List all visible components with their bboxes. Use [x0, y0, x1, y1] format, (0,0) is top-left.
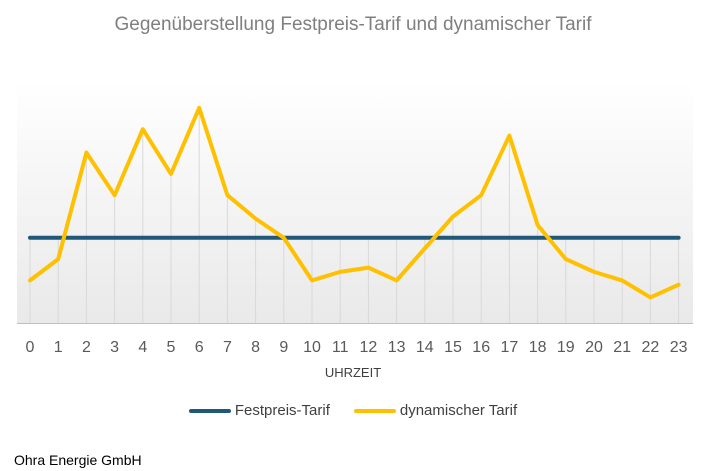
x-tick-label: 16 [472, 339, 490, 356]
series-lines [28, 105, 681, 300]
x-tick-labels: 0 1 2 3 4 5 6 7 8 9 10 11 12 13 14 15 16 17 18 19 20 21 22 23 [26, 339, 688, 356]
x-tick-label: 1 [54, 339, 63, 356]
x-tick-label: 0 [26, 339, 35, 356]
legend-label-festpreis: Festpreis-Tarif [234, 402, 330, 419]
x-axis-label: UHRZEIT [325, 365, 381, 380]
x-tick-label: 14 [416, 339, 434, 356]
x-tick-label: 23 [670, 339, 688, 356]
series-line-dynamisch [28, 105, 681, 300]
x-tick-label: 5 [167, 339, 176, 356]
x-tick-label: 6 [195, 339, 204, 356]
legend-item-festpreis: Festpreis-Tarif [188, 402, 330, 419]
x-tick-label: 3 [110, 339, 119, 356]
x-tick-label: 10 [303, 339, 321, 356]
x-tick-label: 2 [82, 339, 91, 356]
chart-title: Gegenüberstellung Festpreis-Tarif und dy… [114, 14, 592, 35]
x-tick-label: 18 [529, 339, 547, 356]
x-tick-label: 8 [251, 339, 260, 356]
x-tick-label: 17 [501, 339, 519, 356]
plot-area-background [17, 80, 693, 324]
x-tick-label: 4 [138, 339, 147, 356]
legend-label-dynamisch: dynamischer Tarif [399, 402, 518, 419]
x-tick-label: 19 [557, 339, 575, 356]
source-credit: Ohra Energie GmbH [14, 452, 142, 468]
x-tick-label: 7 [223, 339, 232, 356]
x-tick-label: 20 [585, 339, 603, 356]
x-tick-label: 21 [613, 339, 631, 356]
legend-item-dynamisch: dynamischer Tarif [353, 402, 518, 419]
legend-swatch-dynamisch [353, 408, 396, 413]
x-tick-label: 12 [360, 339, 378, 356]
x-tick-label: 9 [279, 339, 288, 356]
x-tick-label: 22 [642, 339, 660, 356]
x-tick-label: 11 [332, 339, 349, 356]
x-tick-label: 13 [388, 339, 406, 356]
x-tick-label: 15 [444, 339, 462, 356]
legend: Festpreis-Tarif dynamischer Tarif [0, 402, 706, 419]
legend-swatch-festpreis [188, 408, 231, 413]
vertical-gridlines [29, 107, 680, 323]
